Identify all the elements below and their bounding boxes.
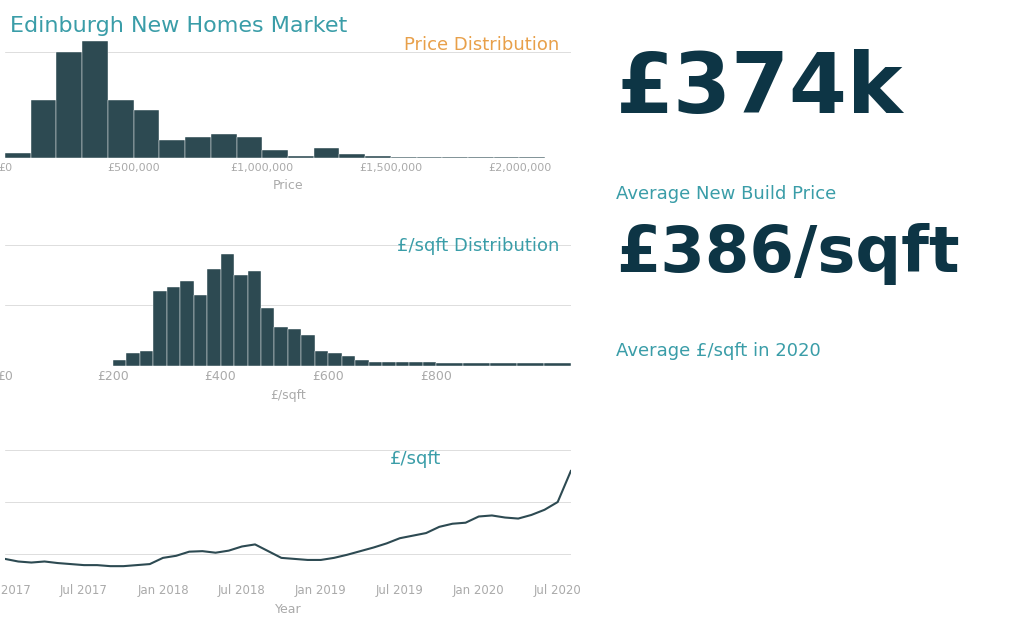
Bar xyxy=(436,363,463,365)
Bar xyxy=(341,356,356,365)
Bar xyxy=(5,153,30,158)
Bar xyxy=(288,329,301,365)
Bar xyxy=(409,362,422,365)
Bar xyxy=(356,360,369,365)
Bar xyxy=(315,351,328,365)
Bar xyxy=(194,295,207,365)
Bar xyxy=(30,100,57,158)
Bar xyxy=(57,52,82,158)
Bar xyxy=(468,157,494,158)
Bar xyxy=(314,147,339,158)
X-axis label: Year: Year xyxy=(275,603,301,616)
X-axis label: Price: Price xyxy=(273,179,303,192)
Bar xyxy=(275,327,288,365)
Bar xyxy=(442,157,468,158)
Bar xyxy=(369,362,382,365)
Bar xyxy=(185,137,211,158)
Text: £/sqft: £/sqft xyxy=(390,450,441,467)
Bar xyxy=(133,110,160,158)
Bar xyxy=(288,156,314,158)
Text: £386/sqft: £386/sqft xyxy=(616,222,960,285)
Bar xyxy=(382,362,396,365)
Bar xyxy=(571,157,597,158)
Text: £374k: £374k xyxy=(616,49,903,130)
X-axis label: £/sqft: £/sqft xyxy=(270,389,306,402)
Bar xyxy=(339,154,365,158)
Text: £/sqft Distribution: £/sqft Distribution xyxy=(397,236,560,255)
Bar xyxy=(211,134,236,158)
Bar xyxy=(261,307,275,365)
Bar xyxy=(463,363,490,365)
Bar xyxy=(220,255,234,365)
Bar xyxy=(416,157,442,158)
Bar xyxy=(207,269,220,365)
Bar xyxy=(328,353,341,365)
Text: Average £/sqft in 2020: Average £/sqft in 2020 xyxy=(616,341,820,360)
Bar xyxy=(517,363,544,365)
Bar xyxy=(490,363,517,365)
Bar xyxy=(167,287,180,365)
Bar xyxy=(365,156,391,158)
Bar xyxy=(247,272,261,365)
Bar xyxy=(391,157,416,158)
Bar xyxy=(234,275,247,365)
Bar xyxy=(139,351,154,365)
Bar xyxy=(180,281,194,365)
Bar xyxy=(494,157,519,158)
Text: Price Distribution: Price Distribution xyxy=(404,36,560,54)
Bar xyxy=(154,290,167,365)
Bar xyxy=(113,360,126,365)
Bar xyxy=(544,363,571,365)
Bar xyxy=(82,41,108,158)
Bar xyxy=(422,362,436,365)
Bar xyxy=(396,362,409,365)
Bar xyxy=(301,335,315,365)
Text: Edinburgh New Homes Market: Edinburgh New Homes Market xyxy=(10,16,347,36)
Bar xyxy=(108,100,133,158)
Bar xyxy=(236,137,263,158)
Bar xyxy=(126,353,139,365)
Bar xyxy=(519,157,545,158)
Text: Average New Build Price: Average New Build Price xyxy=(616,185,836,203)
Bar xyxy=(160,140,185,158)
Bar xyxy=(263,150,288,158)
